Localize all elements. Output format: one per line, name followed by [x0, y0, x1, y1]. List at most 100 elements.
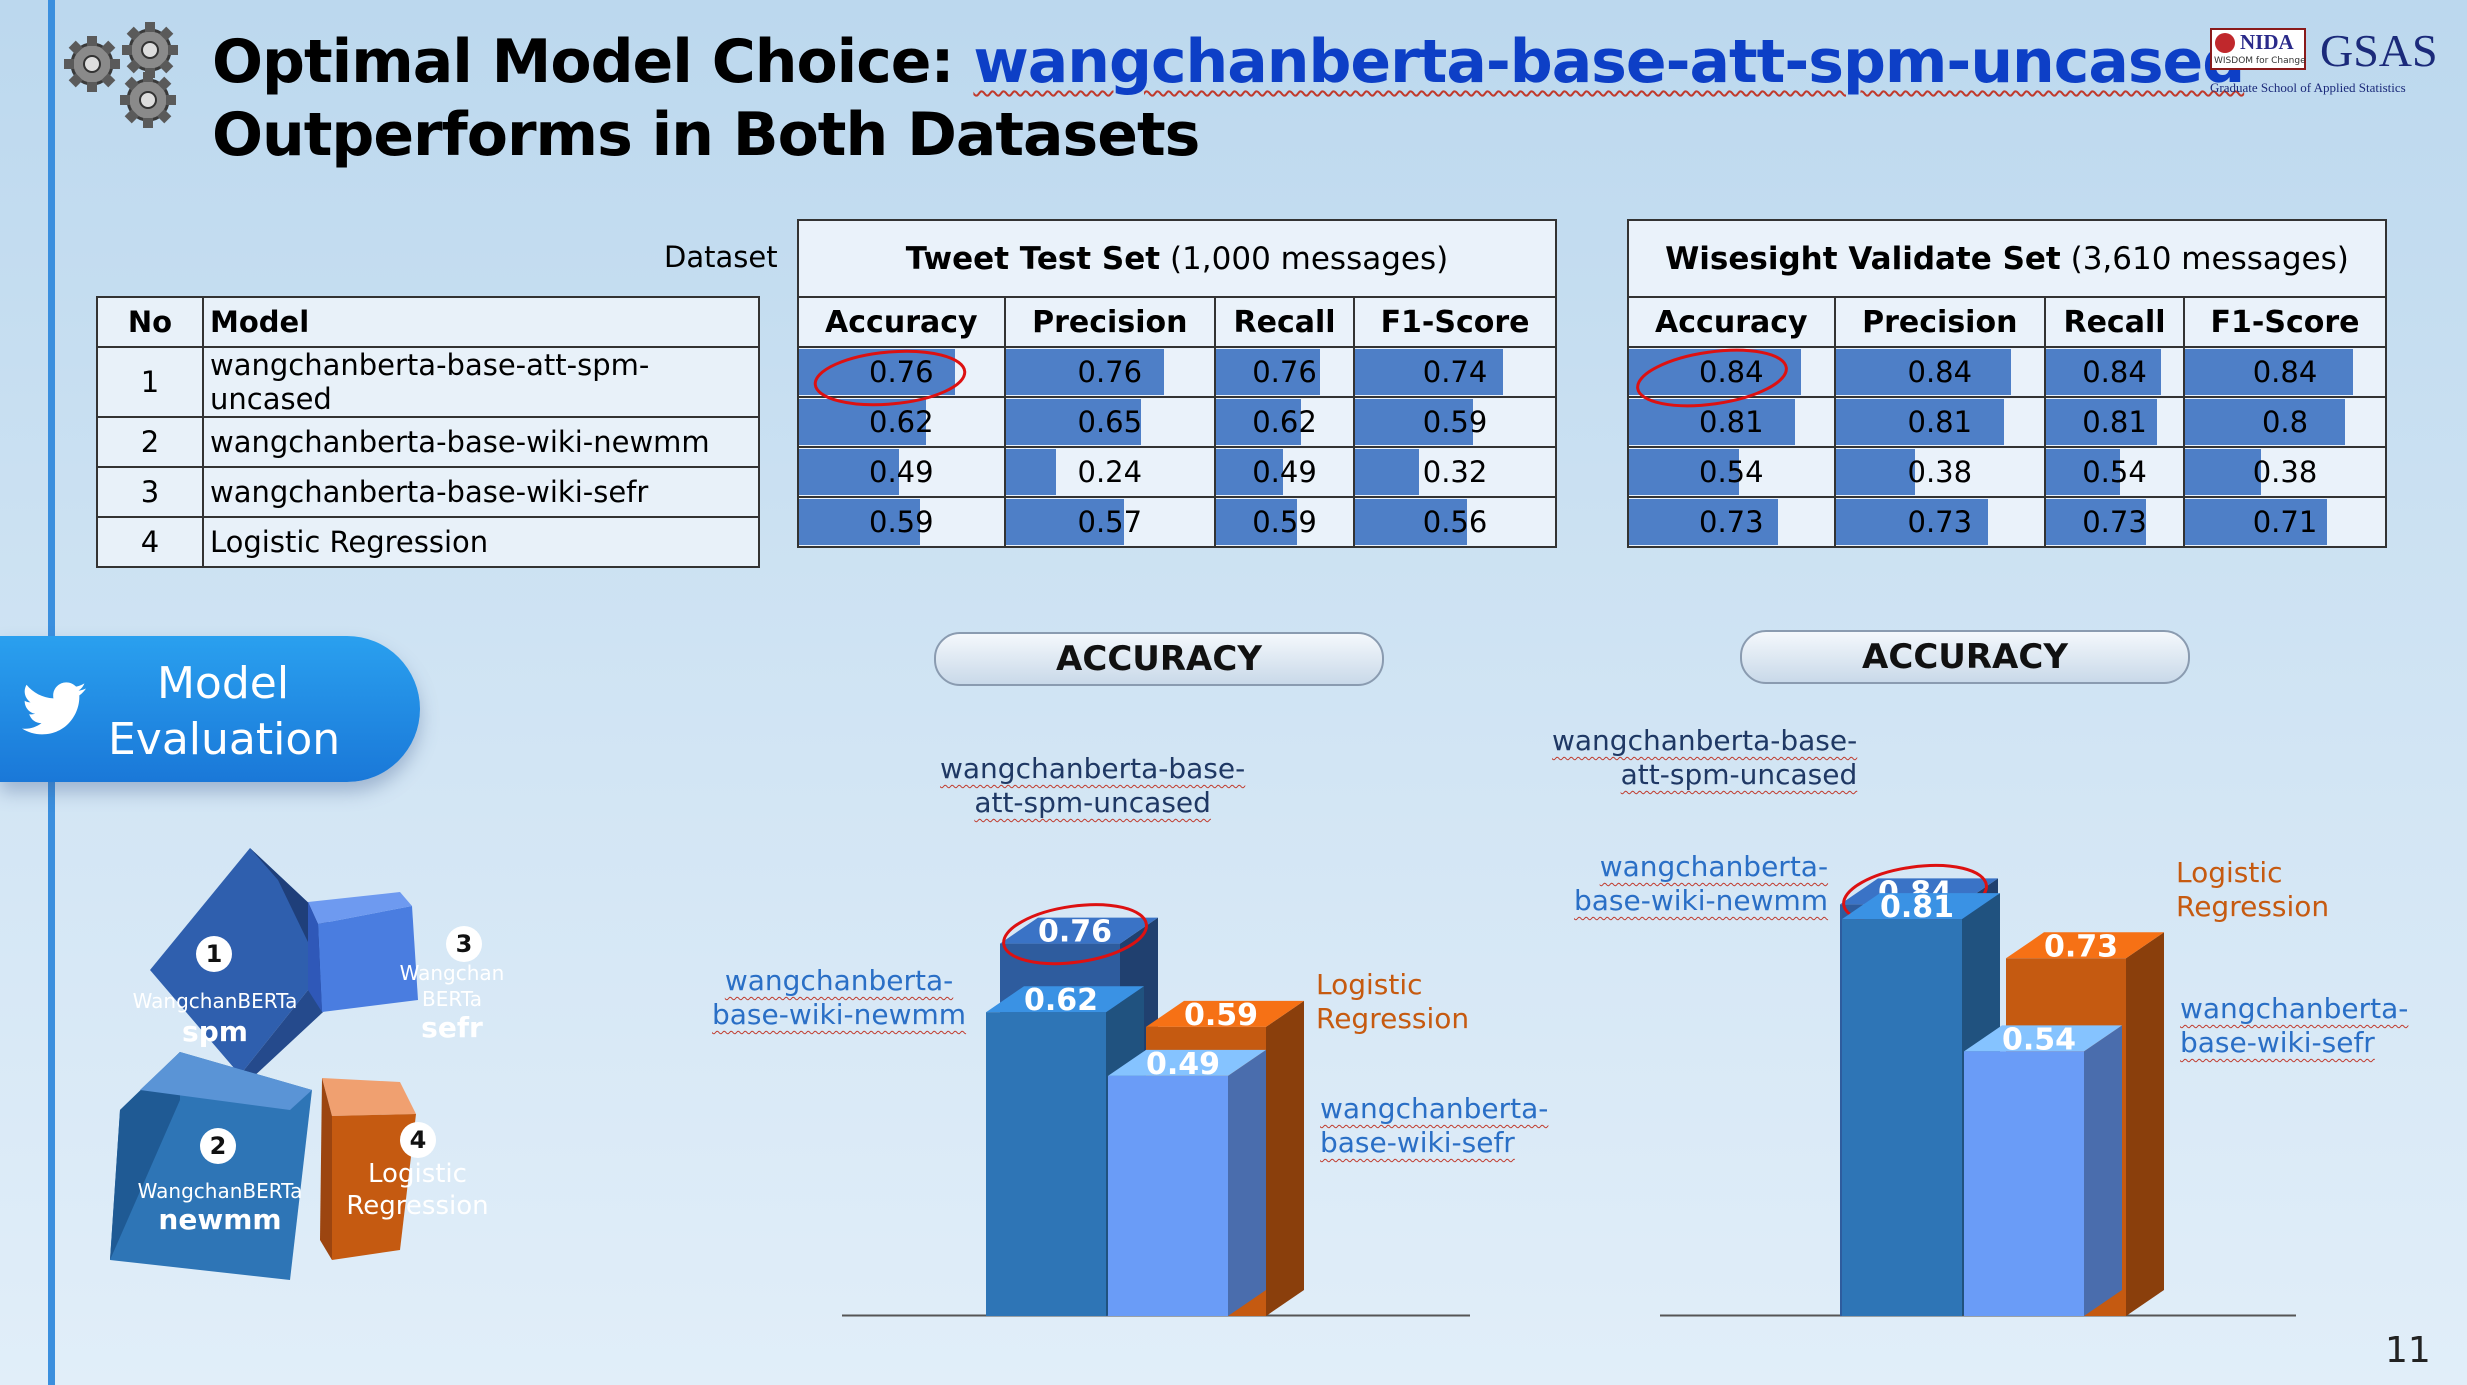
metric-value: 0.76: [1077, 355, 1143, 389]
chart2-label-lr-l1: Logistic: [2176, 856, 2283, 889]
chart2-label-sefr-l1: wangchanberta-: [2180, 992, 2409, 1025]
table-row: 0.49 0.24 0.49 0.32: [797, 446, 1557, 498]
header-recall: Recall: [2043, 296, 2186, 348]
metric-value: 0.49: [1252, 455, 1317, 489]
header-f1: F1-Score: [1353, 296, 1557, 348]
tweet-dataset-name: Tweet Test Set: [905, 240, 1161, 277]
header-recall: Recall: [1213, 296, 1356, 348]
table-row: 4 Logistic Regression: [96, 516, 760, 568]
metric-cell: 0.54: [1627, 446, 1836, 498]
metric-cell: 0.57: [1003, 496, 1216, 548]
cube-3-variant: sefr: [421, 1011, 483, 1044]
metric-value: 0.38: [1907, 455, 1973, 489]
chart2-label-sefr: wangchanberta-base-wiki-sefr: [2180, 992, 2408, 1060]
header-accuracy: Accuracy: [797, 296, 1006, 348]
metric-value: 0.62: [1252, 405, 1317, 439]
metric-value: 0.57: [1077, 505, 1143, 539]
metric-bar: [1835, 399, 2005, 445]
row-no: 2: [96, 416, 204, 468]
metric-bar: [2185, 499, 2328, 545]
bar-top: [986, 986, 1144, 1013]
table-row: 0.62 0.65 0.62 0.59: [797, 396, 1557, 448]
metric-value: 0.84: [2252, 355, 2318, 389]
row-model: wangchanberta-base-wiki-newmm: [202, 416, 760, 468]
tweet-metrics-table: Tweet Test Set (1,000 messages) Accuracy…: [797, 219, 1557, 548]
bar-sefr: 0.49: [1108, 1047, 1266, 1316]
metric-value: 0.54: [1699, 455, 1764, 489]
metric-value: 0.59: [1422, 405, 1488, 439]
header-model: Model: [202, 296, 760, 348]
metric-value: 0.38: [2252, 455, 2318, 489]
chart2-label-spm-l1: wangchanberta-base-: [1552, 724, 1858, 757]
model-cubes-illustration: [110, 848, 418, 1280]
bar-value-label: 0.76: [1038, 915, 1112, 950]
metric-bar: [1355, 399, 1474, 445]
wise-metrics-body: 0.84 0.84 0.84 0.84 0.81 0.81 0.81 0.8 0.54 0.38 0…: [1627, 346, 2387, 548]
chart2-label-newmm-l1: wangchanberta-: [1599, 850, 1829, 883]
bar-value-label: 0.81: [1880, 890, 1954, 925]
tweet-metrics-body: 0.76 0.76 0.76 0.74 0.62 0.65 0.62 0.59 0.49 0.24…: [797, 346, 1557, 548]
metric-cell: 0.59: [1213, 496, 1356, 548]
chart1-label-spm-l2: att-spm-uncased: [974, 786, 1211, 819]
metric-bar: [1629, 399, 1795, 445]
metric-cell: 0.73: [2043, 496, 2186, 548]
metric-bar: [1215, 399, 1301, 445]
nida-seal-icon: [2215, 33, 2235, 53]
gsas-wordmark: GSAS: [2320, 25, 2438, 76]
metric-bar: [2185, 349, 2353, 395]
bar-side: [1266, 1000, 1304, 1316]
bar-value-label: 0.73: [2044, 929, 2118, 964]
metric-value: 0.73: [1699, 505, 1764, 539]
table-row: 2 wangchanberta-base-wiki-newmm: [96, 416, 760, 468]
bar-front: [1842, 919, 1962, 1316]
metric-cell: 0.49: [797, 446, 1006, 498]
header-precision: Precision: [1003, 296, 1216, 348]
cube-3-name: Wangchan BERTa: [399, 961, 505, 1011]
chart2-label-newmm-l2: base-wiki-newmm: [1574, 884, 1829, 917]
metric-cell: 0.38: [1833, 446, 2046, 498]
metric-cell: 0.71: [2183, 496, 2387, 548]
chart1-title: ACCURACY: [934, 632, 1384, 686]
cube-2-number: 2: [200, 1128, 236, 1164]
metric-value: 0.71: [2252, 505, 2318, 539]
metric-value: 0.74: [1422, 355, 1488, 389]
cube-logistic: [320, 1078, 416, 1260]
metric-cell: 0.49: [1213, 446, 1356, 498]
metric-value: 0.8: [2261, 405, 2309, 439]
metric-bar: [1005, 449, 1056, 495]
metric-value: 0.81: [1907, 405, 1973, 439]
cube-sefr: [308, 892, 418, 1012]
bar-top: [1842, 893, 2000, 920]
row-no: 1: [96, 346, 204, 418]
wise-dataset-count: (3,610 messages): [2070, 240, 2349, 277]
metric-bar: [1355, 499, 1468, 545]
header-f1: F1-Score: [2183, 296, 2387, 348]
cube-2-name: WangchanBERTa: [137, 1179, 303, 1203]
metric-value: 0.56: [1422, 505, 1488, 539]
metric-value: 0.49: [869, 455, 934, 489]
metric-cell: 0.62: [1213, 396, 1356, 448]
header-precision: Precision: [1833, 296, 2046, 348]
metric-cell: 0.56: [1353, 496, 1557, 548]
metric-value: 0.84: [1699, 355, 1764, 389]
table-row: 0.73 0.73 0.73 0.71: [1627, 496, 2387, 548]
chart2-title: ACCURACY: [1740, 630, 2190, 684]
chart1-label-sefr-l2: base-wiki-sefr: [1320, 1126, 1515, 1159]
cube-1-label: WangchanBERTa spm: [130, 988, 300, 1050]
cube-1-number: 1: [196, 936, 232, 972]
metric-bar: [1835, 499, 1988, 545]
metric-bar: [1629, 449, 1740, 495]
metric-bar: [2045, 399, 2157, 445]
chart1-label-spm-l1: wangchanberta-base-: [940, 752, 1246, 785]
metric-bar: [1355, 449, 1420, 495]
chart1-label-sefr: wangchanberta-base-wiki-sefr: [1320, 1092, 1548, 1160]
bar-side: [2084, 1025, 2122, 1316]
dataset-label: Dataset: [664, 240, 778, 274]
tweet-dataset-count: (1,000 messages): [1169, 240, 1449, 277]
metric-cell: 0.54: [2043, 446, 2186, 498]
metric-cell: 0.38: [2183, 446, 2387, 498]
metric-value: 0.73: [1907, 505, 1973, 539]
chart1-label-lr-l2: Regression: [1316, 1002, 1470, 1035]
chart1-label-newmm: wangchanberta-base-wiki-newmm: [712, 964, 966, 1032]
header-no: No: [96, 296, 204, 348]
